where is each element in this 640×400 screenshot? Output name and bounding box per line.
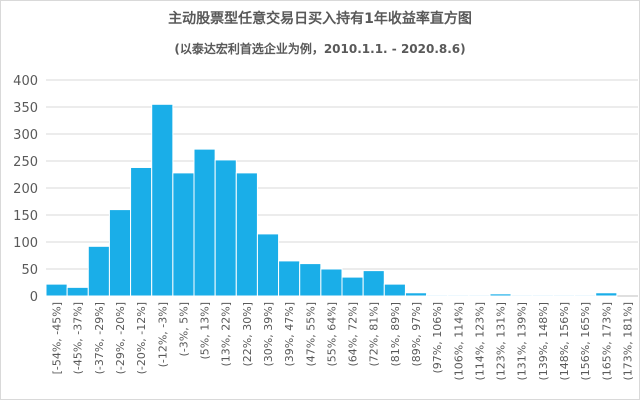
histogram-bar <box>45 283 68 297</box>
histogram-bar <box>320 268 343 297</box>
x-tick-label: (114%, 123%] <box>473 302 486 380</box>
histogram-bar <box>574 294 597 297</box>
x-tick-label: (123%, 131%] <box>495 302 508 380</box>
x-tick-label: (72%, 81%] <box>368 302 381 366</box>
x-tick-label: (-20%, -12%] <box>135 302 148 374</box>
histogram-bar <box>214 159 237 297</box>
histogram-bar <box>510 294 533 297</box>
x-tick-label: (148%, 156%] <box>558 302 571 380</box>
x-tick-label: (30%, 39%] <box>262 302 275 366</box>
chart-title: 主动股票型任意交易日买入持有1年收益率直方图 <box>168 11 472 27</box>
x-tick-label: (-45%, -37%] <box>72 302 85 374</box>
histogram-bar <box>235 172 258 297</box>
x-tick-label: (-12%, -3%] <box>156 302 169 367</box>
y-tick-label: 0 <box>30 290 38 305</box>
x-tick-label: (-3%, 5%] <box>177 302 190 356</box>
histogram-bar <box>278 260 301 297</box>
histogram-bar <box>426 294 449 297</box>
histogram-bar <box>489 293 512 297</box>
x-tick-label: (55%, 64%] <box>325 302 338 366</box>
x-tick-label: (47%, 55%] <box>304 302 317 366</box>
chart-subtitle: (以泰达宏利首选企业为例，2010.1.1. - 2020.8.6) <box>174 42 466 56</box>
histogram-bar <box>256 233 280 297</box>
x-tick-label: (-29%, -20%] <box>114 302 127 374</box>
histogram-bar <box>108 209 132 297</box>
x-tick-label: (81%, 89%] <box>389 302 402 366</box>
histogram-bar <box>193 148 216 297</box>
x-tick-label: (173%, 181%] <box>621 302 634 380</box>
x-tick-label: (39%, 47%] <box>283 302 296 366</box>
x-tick-label: (156%, 165%] <box>579 302 592 380</box>
x-tick-label: (13%, 22%] <box>220 302 233 366</box>
histogram-bar <box>341 276 364 297</box>
histogram-bar <box>531 294 554 297</box>
histogram-bar <box>447 294 470 297</box>
histogram-bar <box>151 103 174 297</box>
x-tick-label: (165%, 173%] <box>600 302 613 380</box>
y-tick-label: 200 <box>13 182 38 197</box>
y-tick-label: 250 <box>13 155 38 170</box>
histogram-bar <box>66 286 89 297</box>
x-tick-label: (106%, 114%] <box>452 302 465 380</box>
x-tick-label: (-37%, -29%] <box>93 302 106 374</box>
x-tick-label: (131%, 139%] <box>516 302 529 380</box>
histogram-bar <box>404 292 428 297</box>
histogram-bar <box>362 270 385 297</box>
histogram-bar <box>468 294 491 297</box>
histogram-bar <box>552 294 576 297</box>
x-tick-label: (5%, 13%] <box>199 302 212 359</box>
histogram-bar <box>595 292 618 297</box>
histogram-bar <box>87 245 110 297</box>
y-tick-label: 300 <box>13 128 38 143</box>
histogram-bar <box>172 172 195 297</box>
y-tick-label: 400 <box>13 74 38 89</box>
x-tick-label: [-54%, -45%] <box>51 302 64 374</box>
x-tick-label: (139%, 148%] <box>537 302 550 380</box>
x-tick-label: (22%, 30%] <box>241 302 254 366</box>
histogram-bar <box>383 283 406 297</box>
x-tick-label: (97%, 106%] <box>431 302 444 373</box>
y-tick-label: 100 <box>13 236 38 251</box>
y-tick-label: 150 <box>13 209 38 224</box>
x-tick-label: (64%, 72%] <box>347 302 360 366</box>
y-tick-label: 350 <box>13 101 38 116</box>
y-tick-label: 50 <box>21 263 38 278</box>
histogram-bar <box>299 263 322 297</box>
histogram-bar <box>130 166 153 297</box>
x-tick-label: (89%, 97%] <box>410 302 423 366</box>
